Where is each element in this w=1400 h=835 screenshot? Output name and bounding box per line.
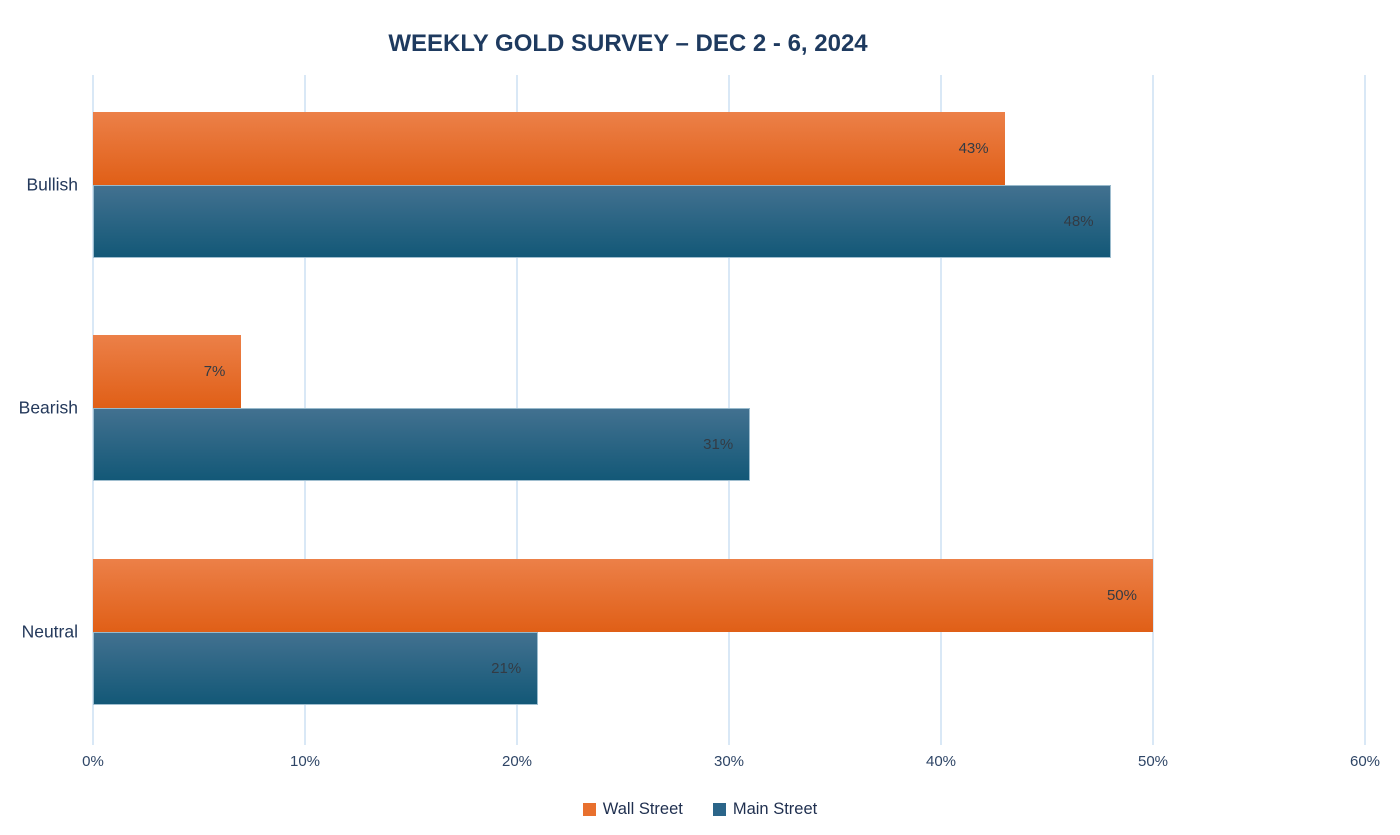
x-tick-label: 50% [1137, 753, 1169, 770]
bar-bullish-main-street: 48% [93, 185, 1111, 258]
bar-value-label: 50% [1106, 586, 1137, 604]
legend-swatch-icon [712, 802, 726, 816]
x-axis: 0% 10% 20% 30% 40% 50% 60% [0, 753, 1400, 777]
category-label-bearish: Bearish [18, 397, 78, 418]
x-tick-label: 20% [501, 753, 533, 770]
x-tick-label: 40% [925, 753, 957, 770]
bar-bearish-main-street: 31% [93, 408, 751, 482]
gridline [1152, 75, 1154, 745]
x-tick-label: 30% [713, 753, 745, 770]
gridline [940, 75, 942, 745]
bar-value-label: 7% [203, 363, 226, 381]
bar-neutral-wall-street: 50% [93, 558, 1153, 632]
legend-swatch-icon [582, 802, 596, 816]
bar-value-label: 43% [958, 140, 989, 157]
legend-label: Main Street [732, 799, 818, 818]
category-label-bullish: Bullish [26, 174, 78, 195]
chart-title: WEEKLY GOLD SURVEY – DEC 2 - 6, 2024 [388, 30, 868, 57]
bar-bearish-wall-street: 7% [93, 335, 242, 409]
x-tick-label: 10% [289, 753, 321, 770]
legend-item-main-street: Main Street [712, 799, 818, 819]
bar-value-label: 48% [1063, 213, 1094, 230]
bar-value-label: 21% [491, 659, 522, 677]
x-tick-label: 0% [82, 753, 104, 770]
gridline [1364, 75, 1366, 745]
bar-neutral-main-street: 21% [93, 631, 539, 705]
bar-value-label: 31% [703, 436, 734, 454]
plot-area: 43% 48% 7% 31% 50% 21% [92, 75, 1366, 745]
x-tick-label: 60% [1349, 753, 1381, 770]
legend-label: Wall Street [602, 799, 683, 818]
category-label-neutral: Neutral [21, 621, 78, 642]
legend-item-wall-street: Wall Street [582, 799, 683, 819]
legend: Wall Street Main Street [0, 796, 1400, 822]
bar-bullish-wall-street: 43% [93, 112, 1005, 185]
